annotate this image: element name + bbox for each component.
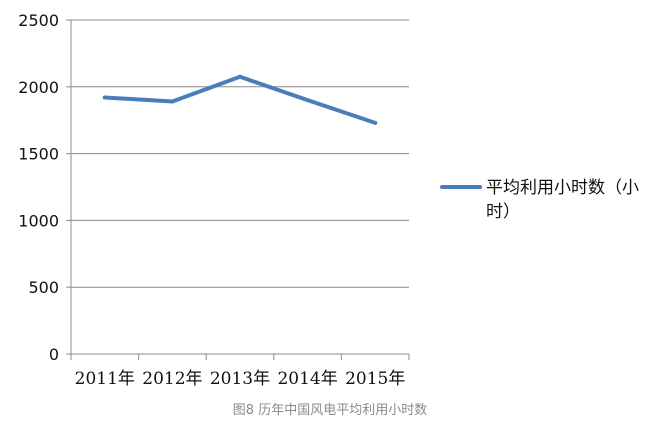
- legend-label: 平均利用小时数（小时）: [486, 178, 639, 222]
- x-tick-label: 2011年: [75, 369, 135, 389]
- legend: 平均利用小时数（小时）: [440, 178, 639, 222]
- figure-caption: 图8 历年中国风电平均利用小时数: [233, 403, 427, 418]
- x-tick-label: 2012年: [142, 369, 202, 389]
- y-tick-label: 2500: [18, 11, 59, 30]
- data-point: [373, 120, 378, 125]
- data-point: [238, 74, 242, 79]
- x-tick-label: 2014年: [277, 369, 337, 389]
- y-axis-ticks: 0 500 1000 1500 2000 2500: [18, 11, 59, 364]
- series-line: [102, 74, 378, 125]
- y-tick-label: 1000: [18, 211, 59, 230]
- data-point: [102, 95, 107, 100]
- data-point: [305, 98, 310, 103]
- y-tick-label: 2000: [18, 78, 59, 97]
- gridlines: [71, 19, 409, 288]
- x-axis-ticks: 2011年 2012年 2013年 2014年 2015年: [75, 369, 406, 389]
- y-tick-label: 500: [28, 278, 59, 297]
- y-tick-label: 1500: [18, 145, 59, 164]
- series-lines: [102, 74, 378, 125]
- data-point: [170, 99, 175, 104]
- x-tick-label: 2015年: [345, 369, 405, 389]
- axes: [66, 19, 410, 360]
- y-tick-label: 0: [49, 345, 59, 364]
- x-tick-label: 2013年: [210, 369, 270, 389]
